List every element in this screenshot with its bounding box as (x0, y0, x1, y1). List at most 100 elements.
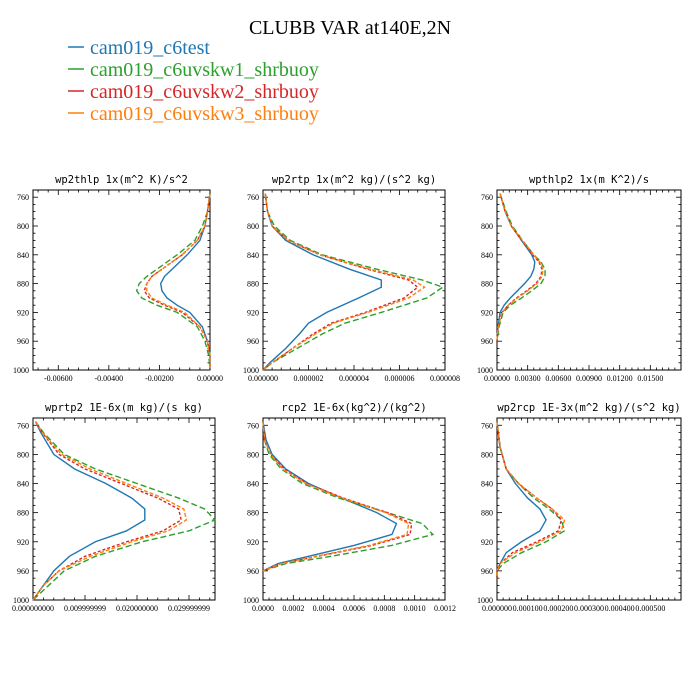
x-tick-label: 0.000000000 (12, 604, 54, 613)
panel-5: wp2rcp 1E-3x(m^2 kg)/(s^2 kg) 760 800 840 88… (477, 402, 682, 613)
y-tick-label: 1000 (243, 366, 259, 375)
legend-label-0: cam019_c6test (90, 37, 210, 59)
x-tick-label: 0.0006 (343, 604, 365, 613)
y-tick-label: 880 (247, 280, 259, 289)
x-tick-label: 0.00600 (545, 374, 571, 383)
x-tick-label: 0.0002 (282, 604, 304, 613)
y-tick-label: 840 (247, 480, 259, 489)
x-tick-label: 0.000004 (339, 374, 369, 383)
y-tick-label: 800 (17, 450, 29, 459)
y-tick-label: 800 (247, 222, 259, 231)
x-tick-label: 0.0000 (252, 604, 274, 613)
y-tick-label: 960 (17, 567, 29, 576)
panel-title: wp2rtp 1x(m^2 kg)/(s^2 kg) (272, 174, 436, 186)
series-line-1 (32, 421, 217, 601)
y-tick-label: 1000 (477, 366, 493, 375)
plot-frame (32, 417, 216, 601)
x-tick-label: 0.01200 (607, 374, 633, 383)
series-line-0 (262, 421, 398, 572)
y-tick-label: 760 (17, 193, 29, 202)
series-line-0 (32, 421, 146, 601)
panel-title: wp2rcp 1E-3x(m^2 kg)/(s^2 kg) (497, 402, 680, 414)
x-tick-label: 0.000500 (635, 604, 665, 613)
y-tick-label: 880 (481, 509, 493, 518)
series-line-1 (135, 193, 211, 371)
x-tick-label: 0.000000 (482, 604, 512, 613)
series-line-1 (496, 193, 546, 342)
series-line-3 (262, 193, 426, 371)
y-tick-label: 960 (247, 337, 259, 346)
y-tick-label: 960 (481, 337, 493, 346)
y-tick-label: 760 (481, 421, 493, 430)
y-tick-label: 760 (17, 421, 29, 430)
x-tick-label: 0.000000 (248, 374, 278, 383)
x-tick-label: 0.009999999 (64, 604, 106, 613)
panel-1: wp2rtp 1x(m^2 kg)/(s^2 kg) 760 800 840 880 92… (243, 174, 460, 383)
y-tick-label: 840 (481, 251, 493, 260)
panel-title: rcp2 1E-6x(kg^2)/(kg^2) (281, 402, 426, 414)
x-tick-label: 0.000200 (543, 604, 573, 613)
y-tick-label: 800 (481, 450, 493, 459)
y-tick-label: 920 (247, 538, 259, 547)
series-line-2 (262, 421, 413, 572)
y-tick-label: 760 (247, 421, 259, 430)
x-tick-label: 0.01500 (637, 374, 663, 383)
x-tick-label: 0.000008 (430, 374, 460, 383)
y-tick-label: 1000 (13, 366, 29, 375)
x-tick-label: 0.000006 (385, 374, 415, 383)
panel-0: wp2thlp 1x(m^2 K)/s^2 760 800 840 880 920 960 1… (13, 174, 223, 383)
y-tick-label: 880 (17, 509, 29, 518)
y-tick-label: 800 (481, 222, 493, 231)
series-line-3 (32, 421, 188, 601)
x-tick-label: 0.000002 (294, 374, 324, 383)
x-tick-label: -0.00600 (44, 374, 73, 383)
x-tick-label: 0.000300 (574, 604, 604, 613)
series-line-2 (143, 193, 211, 370)
legend-label-2: cam019_c6uvskw2_shrbuoy (90, 81, 319, 103)
panels-container: wp2thlp 1x(m^2 K)/s^2 760 800 840 880 920 960 1… (12, 174, 682, 613)
legend: cam019_c6test cam019_c6uvskw1_shrbuoy ca… (68, 37, 319, 125)
y-tick-label: 920 (481, 538, 493, 547)
panel-title: wp2thlp 1x(m^2 K)/s^2 (55, 174, 188, 186)
y-tick-label: 960 (481, 567, 493, 576)
y-tick-label: 840 (17, 480, 29, 489)
x-tick-label: 0.020000000 (116, 604, 158, 613)
series-line-1 (262, 193, 445, 371)
series-line-3 (262, 421, 410, 572)
x-tick-label: 0.0012 (434, 604, 456, 613)
panel-title: wpthlp2 1x(m K^2)/s (529, 174, 649, 186)
x-tick-label: 0.0008 (373, 604, 395, 613)
x-tick-label: 0.000100 (513, 604, 543, 613)
y-tick-label: 840 (247, 251, 259, 260)
y-tick-label: 840 (481, 480, 493, 489)
y-tick-label: 960 (17, 337, 29, 346)
legend-label-3: cam019_c6uvskw3_shrbuoy (90, 103, 319, 125)
y-tick-label: 880 (17, 280, 29, 289)
y-tick-label: 920 (17, 308, 29, 317)
x-tick-label: 0.00900 (576, 374, 602, 383)
figure-title: CLUBB VAR at140E,2N (249, 17, 451, 39)
y-tick-label: 880 (481, 280, 493, 289)
series-line-0 (159, 193, 211, 370)
y-tick-label: 1000 (477, 596, 493, 605)
panel-4: rcp2 1E-6x(kg^2)/(kg^2) 760 800 840 880 920 96… (243, 402, 456, 613)
plot-frame (32, 189, 211, 371)
panel-3: wprtp2 1E-6x(m kg)/(s kg) 760 800 840 880 920… (12, 402, 217, 613)
y-tick-label: 920 (17, 538, 29, 547)
x-tick-label: 0.0010 (404, 604, 426, 613)
y-tick-label: 800 (17, 222, 29, 231)
y-tick-label: 760 (481, 193, 493, 202)
y-tick-label: 920 (481, 308, 493, 317)
y-tick-label: 760 (247, 193, 259, 202)
x-tick-label: -0.00200 (145, 374, 174, 383)
panel-title: wprtp2 1E-6x(m kg)/(s kg) (45, 402, 203, 414)
x-tick-label: 0.029999999 (168, 604, 210, 613)
series-line-3 (496, 421, 566, 579)
y-tick-label: 920 (247, 308, 259, 317)
x-tick-label: 0.00300 (515, 374, 541, 383)
x-tick-label: 0.000400 (605, 604, 635, 613)
x-tick-label: 0.0004 (313, 604, 335, 613)
y-tick-label: 840 (17, 251, 29, 260)
